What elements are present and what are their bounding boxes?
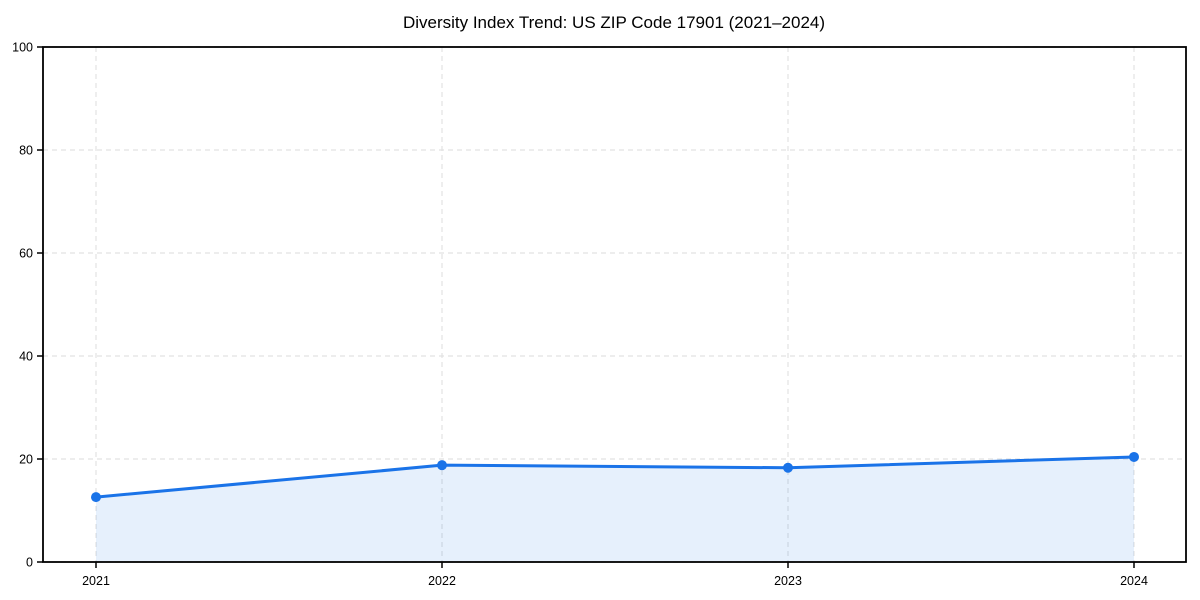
- y-tick-label: 100: [12, 41, 33, 55]
- y-tick-label: 0: [26, 556, 33, 570]
- data-point: [437, 460, 447, 471]
- data-point: [91, 492, 101, 503]
- chart-title: Diversity Index Trend: US ZIP Code 17901…: [403, 13, 825, 32]
- area-fill: [96, 456, 1134, 562]
- x-tick-label: 2021: [82, 574, 110, 588]
- plot-border: [42, 46, 1187, 563]
- x-tick-label: 2024: [1120, 574, 1148, 588]
- trend-line: [94, 455, 1136, 499]
- plot-area: 0 20 40 60 80 100 2021 2022 2023 2024: [12, 41, 1187, 588]
- x-tick-label: 2023: [774, 574, 802, 588]
- y-tick-label: 60: [19, 247, 33, 261]
- y-tick-label: 40: [19, 350, 33, 364]
- y-tick-label: 80: [19, 144, 33, 158]
- data-point: [783, 462, 793, 473]
- x-tick-label: 2022: [428, 574, 456, 588]
- y-tick-label: 20: [19, 453, 33, 467]
- data-point: [1129, 451, 1139, 462]
